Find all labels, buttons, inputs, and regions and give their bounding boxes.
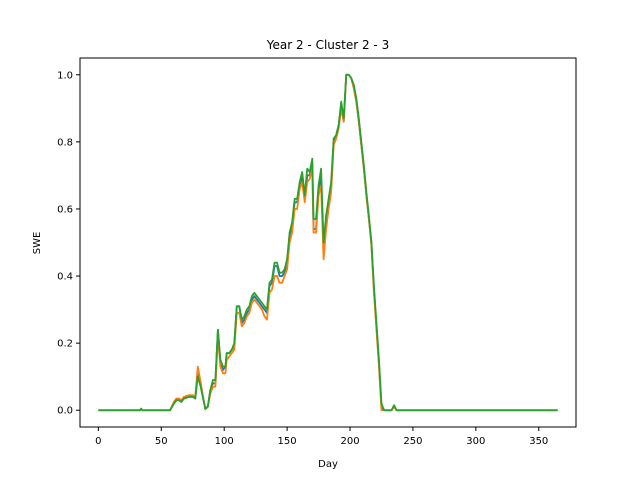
y-axis-label: SWE: [32, 232, 43, 255]
y-tick-label: 0.2: [57, 339, 73, 350]
y-axis: 0.0 0.2 0.4 0.6 0.8 1.0: [57, 70, 80, 417]
y-tick-label: 0.6: [57, 204, 73, 215]
x-tick-label: 300: [466, 436, 485, 447]
x-tick-label: 250: [403, 436, 422, 447]
x-axis-label: Day: [318, 459, 338, 470]
x-tick-label: 100: [215, 436, 234, 447]
x-tick-label: 0: [95, 436, 101, 447]
x-tick-label: 200: [340, 436, 359, 447]
chart-title: Year 2 - Cluster 2 - 3: [266, 38, 389, 52]
y-tick-label: 0.4: [57, 272, 73, 283]
y-tick-label: 0.0: [57, 406, 73, 417]
x-tick-label: 150: [278, 436, 297, 447]
x-tick-label: 50: [155, 436, 168, 447]
x-axis: 0 50 100 150 200 250 300 350: [95, 427, 548, 447]
y-tick-label: 1.0: [57, 70, 73, 81]
plot-frame: [79, 57, 577, 428]
y-tick-label: 0.8: [57, 137, 73, 148]
plot-series-group: [98, 73, 558, 412]
series-line-3: [98, 73, 558, 412]
x-tick-label: 350: [529, 436, 548, 447]
